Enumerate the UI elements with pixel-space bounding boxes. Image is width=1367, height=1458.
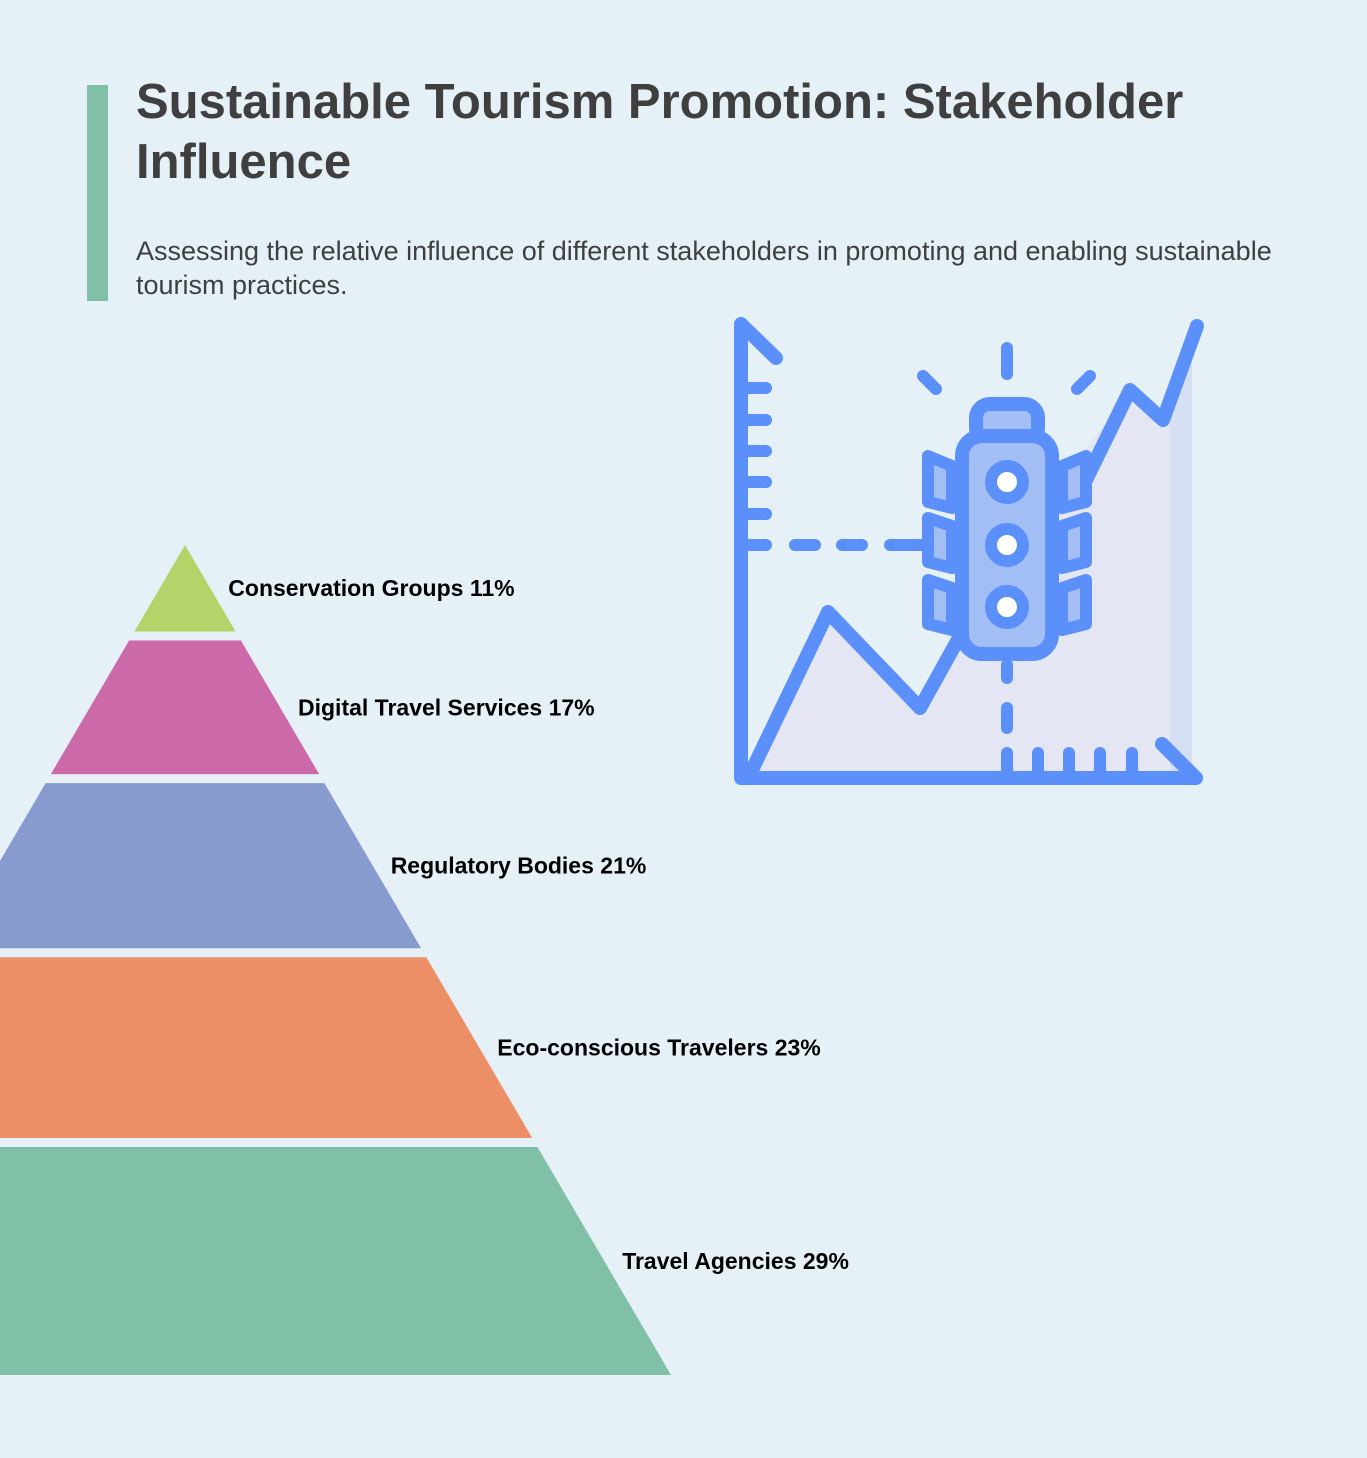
pyramid-segment-eco-conscious-travelers [0, 957, 533, 1138]
pyramid-segment-regulatory-bodies [0, 783, 422, 949]
pyramid-segment-digital-travel-services [50, 640, 320, 775]
page-title: Sustainable Tourism Promotion: Stakehold… [136, 75, 1184, 189]
trend-area [750, 340, 1192, 772]
pyramid-label: Travel Agencies 29% [622, 1248, 849, 1274]
page-subtitle: Assessing the relative influence of diff… [136, 236, 1272, 300]
pyramid-segment-conservation-groups [134, 545, 236, 632]
chart-icon-graphic [734, 317, 1204, 785]
title-accent-bar [87, 85, 108, 301]
trend-area-edge [1170, 340, 1192, 772]
pyramid-label: Regulatory Bodies 21% [391, 853, 647, 879]
y-axis [734, 317, 1203, 785]
trend-line [745, 605, 967, 777]
pyramid-label: Eco-conscious Travelers 23% [497, 1035, 820, 1061]
pyramid-label: Digital Travel Services 17% [298, 694, 595, 720]
trend-line-upper [1079, 319, 1204, 487]
candlestick-growth-chart-icon [734, 317, 1204, 785]
pyramid-segment-travel-agencies [0, 1147, 671, 1375]
pyramid-label: Conservation Groups 11% [228, 575, 514, 601]
